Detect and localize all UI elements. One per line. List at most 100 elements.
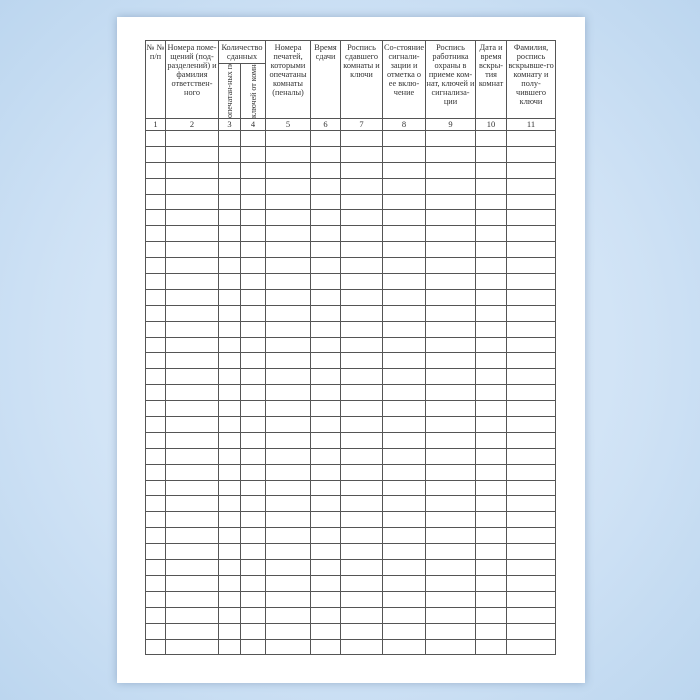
table-cell [265,511,312,529]
table-cell [165,161,219,179]
table-cell [265,209,312,227]
table-cell [218,479,241,497]
header-keys: ключей от комнат [239,63,267,119]
table-cell [265,384,312,402]
table-cell [475,161,508,179]
table-cell [145,241,166,259]
table-cell [340,336,384,354]
table-cell [340,431,384,449]
table-cell [165,225,219,243]
table-cell [340,622,384,640]
table-cell [506,495,557,513]
table-cell [340,416,384,433]
table-cell [506,431,557,449]
table-cell [340,590,384,608]
table-cell [310,622,342,640]
table-cell [218,384,241,402]
table-row [145,384,557,402]
table-cell [310,288,342,306]
table-cell [165,368,219,386]
column-number: 7 [340,118,384,131]
table-cell [506,161,557,179]
table-cell [239,320,267,338]
table-cell [239,511,267,529]
table-cell [218,225,241,243]
table-row [145,273,557,290]
table-cell [506,400,557,418]
table-cell [340,130,384,147]
table-cell [475,288,508,306]
table-cell [145,225,166,243]
table-cell [218,273,241,290]
table-row [145,511,557,529]
table-cell [382,511,427,529]
table-cell [145,145,166,163]
table-cell [265,320,312,338]
table-cell [340,193,384,211]
table-cell [165,574,219,592]
table-cell [340,145,384,163]
table-cell [475,590,508,608]
table-cell [218,320,241,338]
table-cell [425,257,477,275]
table-cell [218,431,241,449]
table-cell [382,400,427,418]
table-cell [218,130,241,147]
table-cell [506,447,557,465]
table-cell [340,495,384,513]
table-cell [475,145,508,163]
table-cell [475,177,508,195]
table-cell [382,177,427,195]
table-cell [425,145,477,163]
table-cell [218,145,241,163]
table-cell [265,416,312,433]
header-alarm-state: Со-стояние сигнали-зации и отметка о ее … [382,40,427,119]
table-cell [218,590,241,608]
table-cell [310,336,342,354]
column-number: 1 [145,118,166,131]
table-cell [340,161,384,179]
table-cell [425,320,477,338]
header-open-date: Дата и время вскры-тия комнат [475,40,508,119]
table-cell [310,543,342,561]
table-cell [165,543,219,561]
table-row [145,288,557,306]
table-cell [475,606,508,624]
table-cell [425,336,477,354]
table-cell [145,495,166,513]
table-cell [265,161,312,179]
table-cell [165,320,219,338]
table-row [145,336,557,354]
table-cell [165,130,219,147]
table-cell [475,622,508,640]
table-cell [475,209,508,227]
table-cell [165,209,219,227]
column-number: 6 [310,118,342,131]
table-cell [165,288,219,306]
table-cell [145,336,166,354]
table-cell [165,193,219,211]
table-cell [165,304,219,322]
table-cell [340,273,384,290]
table-cell [340,511,384,529]
table-cell [382,527,427,545]
table-cell [310,320,342,338]
table-cell [239,590,267,608]
table-cell [265,241,312,259]
table-cell [310,161,342,179]
table-cell [310,177,342,195]
table-cell [425,479,477,497]
table-cell [265,336,312,354]
table-cell [239,352,267,370]
table-cell [239,304,267,322]
header-rooms: Номера поме-щений (под-разделений) и фам… [165,40,219,119]
table-cell [425,352,477,370]
table-cell [239,527,267,545]
table-cell [145,431,166,449]
table-cell [382,193,427,211]
table-cell [145,304,166,322]
table-cell [265,273,312,290]
table-cell [265,495,312,513]
table-cell [218,447,241,465]
table-cell [475,543,508,561]
